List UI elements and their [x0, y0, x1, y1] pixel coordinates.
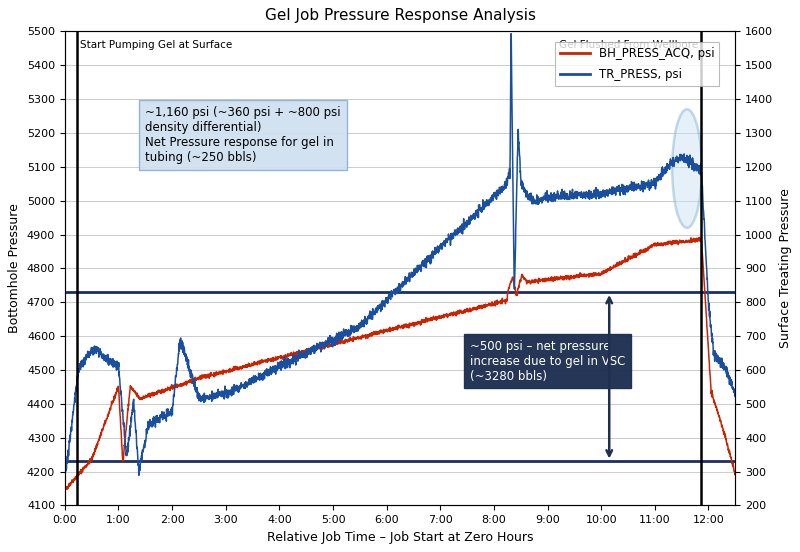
Y-axis label: Surface Treating Pressure: Surface Treating Pressure [778, 188, 792, 348]
Y-axis label: Bottomhole Pressure: Bottomhole Pressure [8, 204, 22, 333]
Ellipse shape [672, 109, 702, 228]
Legend: BH_PRESS_ACQ, psi, TR_PRESS, psi: BH_PRESS_ACQ, psi, TR_PRESS, psi [555, 42, 719, 86]
Text: Gel Flushed From Wellbore: Gel Flushed From Wellbore [558, 40, 698, 50]
Text: Start Pumping Gel at Surface: Start Pumping Gel at Surface [81, 40, 233, 50]
X-axis label: Relative Job Time – Job Start at Zero Hours: Relative Job Time – Job Start at Zero Ho… [267, 530, 534, 544]
Title: Gel Job Pressure Response Analysis: Gel Job Pressure Response Analysis [265, 8, 535, 23]
Text: ~500 psi – net pressure
increase due to gel in VSC
(~3280 bbls): ~500 psi – net pressure increase due to … [470, 339, 625, 383]
Text: ~1,160 psi (~360 psi + ~800 psi
density differential)
Net Pressure response for : ~1,160 psi (~360 psi + ~800 psi density … [146, 106, 341, 164]
